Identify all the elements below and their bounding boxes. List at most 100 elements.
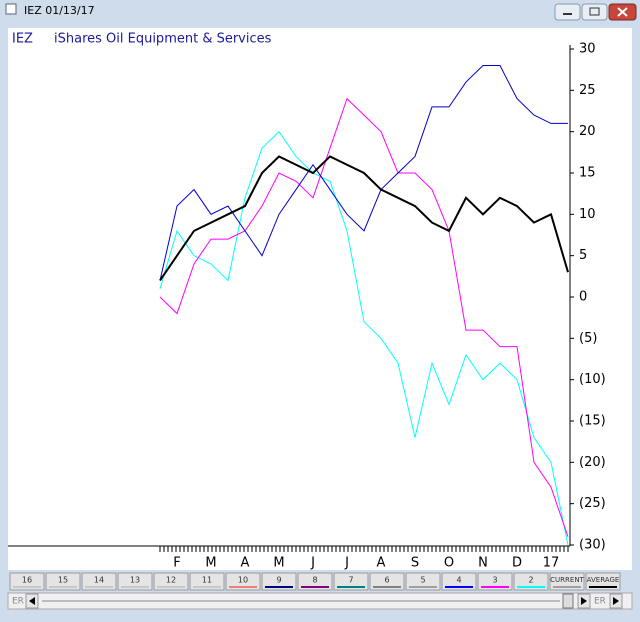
- x-tick-label: 17: [543, 556, 560, 571]
- button-face: [369, 572, 405, 591]
- button-face: [117, 572, 153, 591]
- button-face: [9, 572, 45, 591]
- button-face: [153, 572, 189, 591]
- y-tick-label: 20: [579, 124, 596, 139]
- maximize-button[interactable]: [581, 3, 608, 21]
- button-face: [81, 572, 117, 591]
- x-tick-label: J: [344, 556, 349, 571]
- window-controls[interactable]: [554, 3, 637, 21]
- app-icon: [5, 3, 17, 15]
- button-face: [189, 572, 225, 591]
- button-face: [585, 572, 621, 591]
- x-tick-label: M: [205, 556, 216, 571]
- button-label: 8: [312, 576, 317, 585]
- button-face: [225, 572, 261, 591]
- y-tick-label: 25: [579, 83, 596, 98]
- x-tick-label: M: [273, 556, 284, 571]
- y-tick-label: (30): [579, 538, 606, 553]
- period-button[interactable]: 7: [333, 572, 369, 591]
- series-line: [159, 65, 568, 281]
- period-button[interactable]: AVERAGE: [585, 572, 621, 591]
- scroll-end-arrow: [613, 597, 619, 605]
- scroll-right-arrow: [581, 597, 587, 605]
- button-label: CURRENT: [550, 576, 584, 584]
- y-tick-label: (25): [579, 496, 606, 511]
- chart-title: iShares Oil Equipment & Services: [54, 32, 272, 47]
- period-button[interactable]: 2: [513, 572, 549, 591]
- y-tick-label: (5): [579, 331, 597, 346]
- y-tick-label: 0: [579, 290, 587, 305]
- period-button[interactable]: 14: [81, 572, 117, 591]
- x-tick-label: A: [241, 556, 250, 571]
- minimize-button[interactable]: [554, 3, 581, 21]
- y-tick-label: 30: [579, 42, 596, 57]
- period-button[interactable]: 6: [369, 572, 405, 591]
- scroll-right-label: ER: [594, 597, 606, 607]
- x-tick-label: A: [377, 556, 386, 571]
- scroll-thumb[interactable]: [562, 593, 574, 609]
- button-face: [513, 572, 549, 591]
- period-button[interactable]: 3: [477, 572, 513, 591]
- series-line: [159, 97, 569, 537]
- y-tick-label: (15): [579, 414, 606, 429]
- button-label: 12: [166, 576, 176, 585]
- button-label: 6: [384, 576, 389, 585]
- button-label: 5: [420, 576, 425, 585]
- button-label: 9: [276, 576, 281, 585]
- y-tick-label: (10): [579, 372, 606, 387]
- scroll-left-label: ER: [12, 597, 24, 607]
- button-label: 14: [94, 576, 104, 585]
- window-title: IEZ 01/13/17: [24, 4, 95, 17]
- y-tick-label: (20): [579, 455, 606, 470]
- chart-area: [8, 28, 632, 570]
- period-button[interactable]: 11: [189, 572, 225, 591]
- button-label: 7: [348, 576, 353, 585]
- period-button[interactable]: CURRENT: [549, 572, 585, 591]
- x-tick-label: N: [478, 556, 488, 571]
- button-face: [477, 572, 513, 591]
- button-label: 11: [202, 576, 212, 585]
- button-label: 10: [238, 576, 248, 585]
- period-button[interactable]: 15: [45, 572, 81, 591]
- button-label: 16: [22, 576, 32, 585]
- plot: 30 25 20 15 10 5 0 (5) (10) (15) (20) (25) (30) F M A M J…: [159, 42, 606, 571]
- button-face: [333, 572, 369, 591]
- button-label: 15: [58, 576, 68, 585]
- period-button[interactable]: 12: [153, 572, 189, 591]
- period-buttons: 16 15 14 13 12 11 10 9 8 7 6 5 4 3 2 CURRENT AVERAGE: [9, 572, 621, 591]
- y-tick-label: 10: [579, 207, 596, 222]
- period-button[interactable]: 8: [297, 572, 333, 591]
- chart-symbol: IEZ: [12, 32, 33, 47]
- button-face: [549, 572, 585, 591]
- period-button[interactable]: 9: [261, 572, 297, 591]
- x-tick-label: S: [411, 556, 419, 571]
- button-face: [441, 572, 477, 591]
- period-button[interactable]: 5: [405, 572, 441, 591]
- period-button[interactable]: 13: [117, 572, 153, 591]
- button-face: [45, 572, 81, 591]
- button-label: 4: [456, 576, 461, 585]
- close-icon: [617, 7, 628, 17]
- button-face: [297, 572, 333, 591]
- period-button[interactable]: 10: [225, 572, 261, 591]
- button-label: 2: [528, 576, 533, 585]
- x-tick-label: O: [444, 556, 454, 571]
- x-tick-label: D: [512, 556, 522, 571]
- y-tick-label: 5: [579, 248, 587, 263]
- x-tick-label: J: [310, 556, 315, 571]
- series-line: [159, 130, 569, 546]
- scroll-left-arrow: [29, 597, 35, 605]
- maximize-icon: [589, 7, 600, 16]
- period-button[interactable]: 4: [441, 572, 477, 591]
- button-label: 13: [130, 576, 140, 585]
- button-face: [405, 572, 441, 591]
- button-label: AVERAGE: [587, 576, 620, 584]
- button-face: [261, 572, 297, 591]
- button-label: 3: [492, 576, 497, 585]
- y-tick-label: 15: [579, 166, 596, 181]
- x-tick-label: F: [173, 556, 180, 571]
- period-button[interactable]: 16: [9, 572, 45, 591]
- series-line: [159, 155, 569, 282]
